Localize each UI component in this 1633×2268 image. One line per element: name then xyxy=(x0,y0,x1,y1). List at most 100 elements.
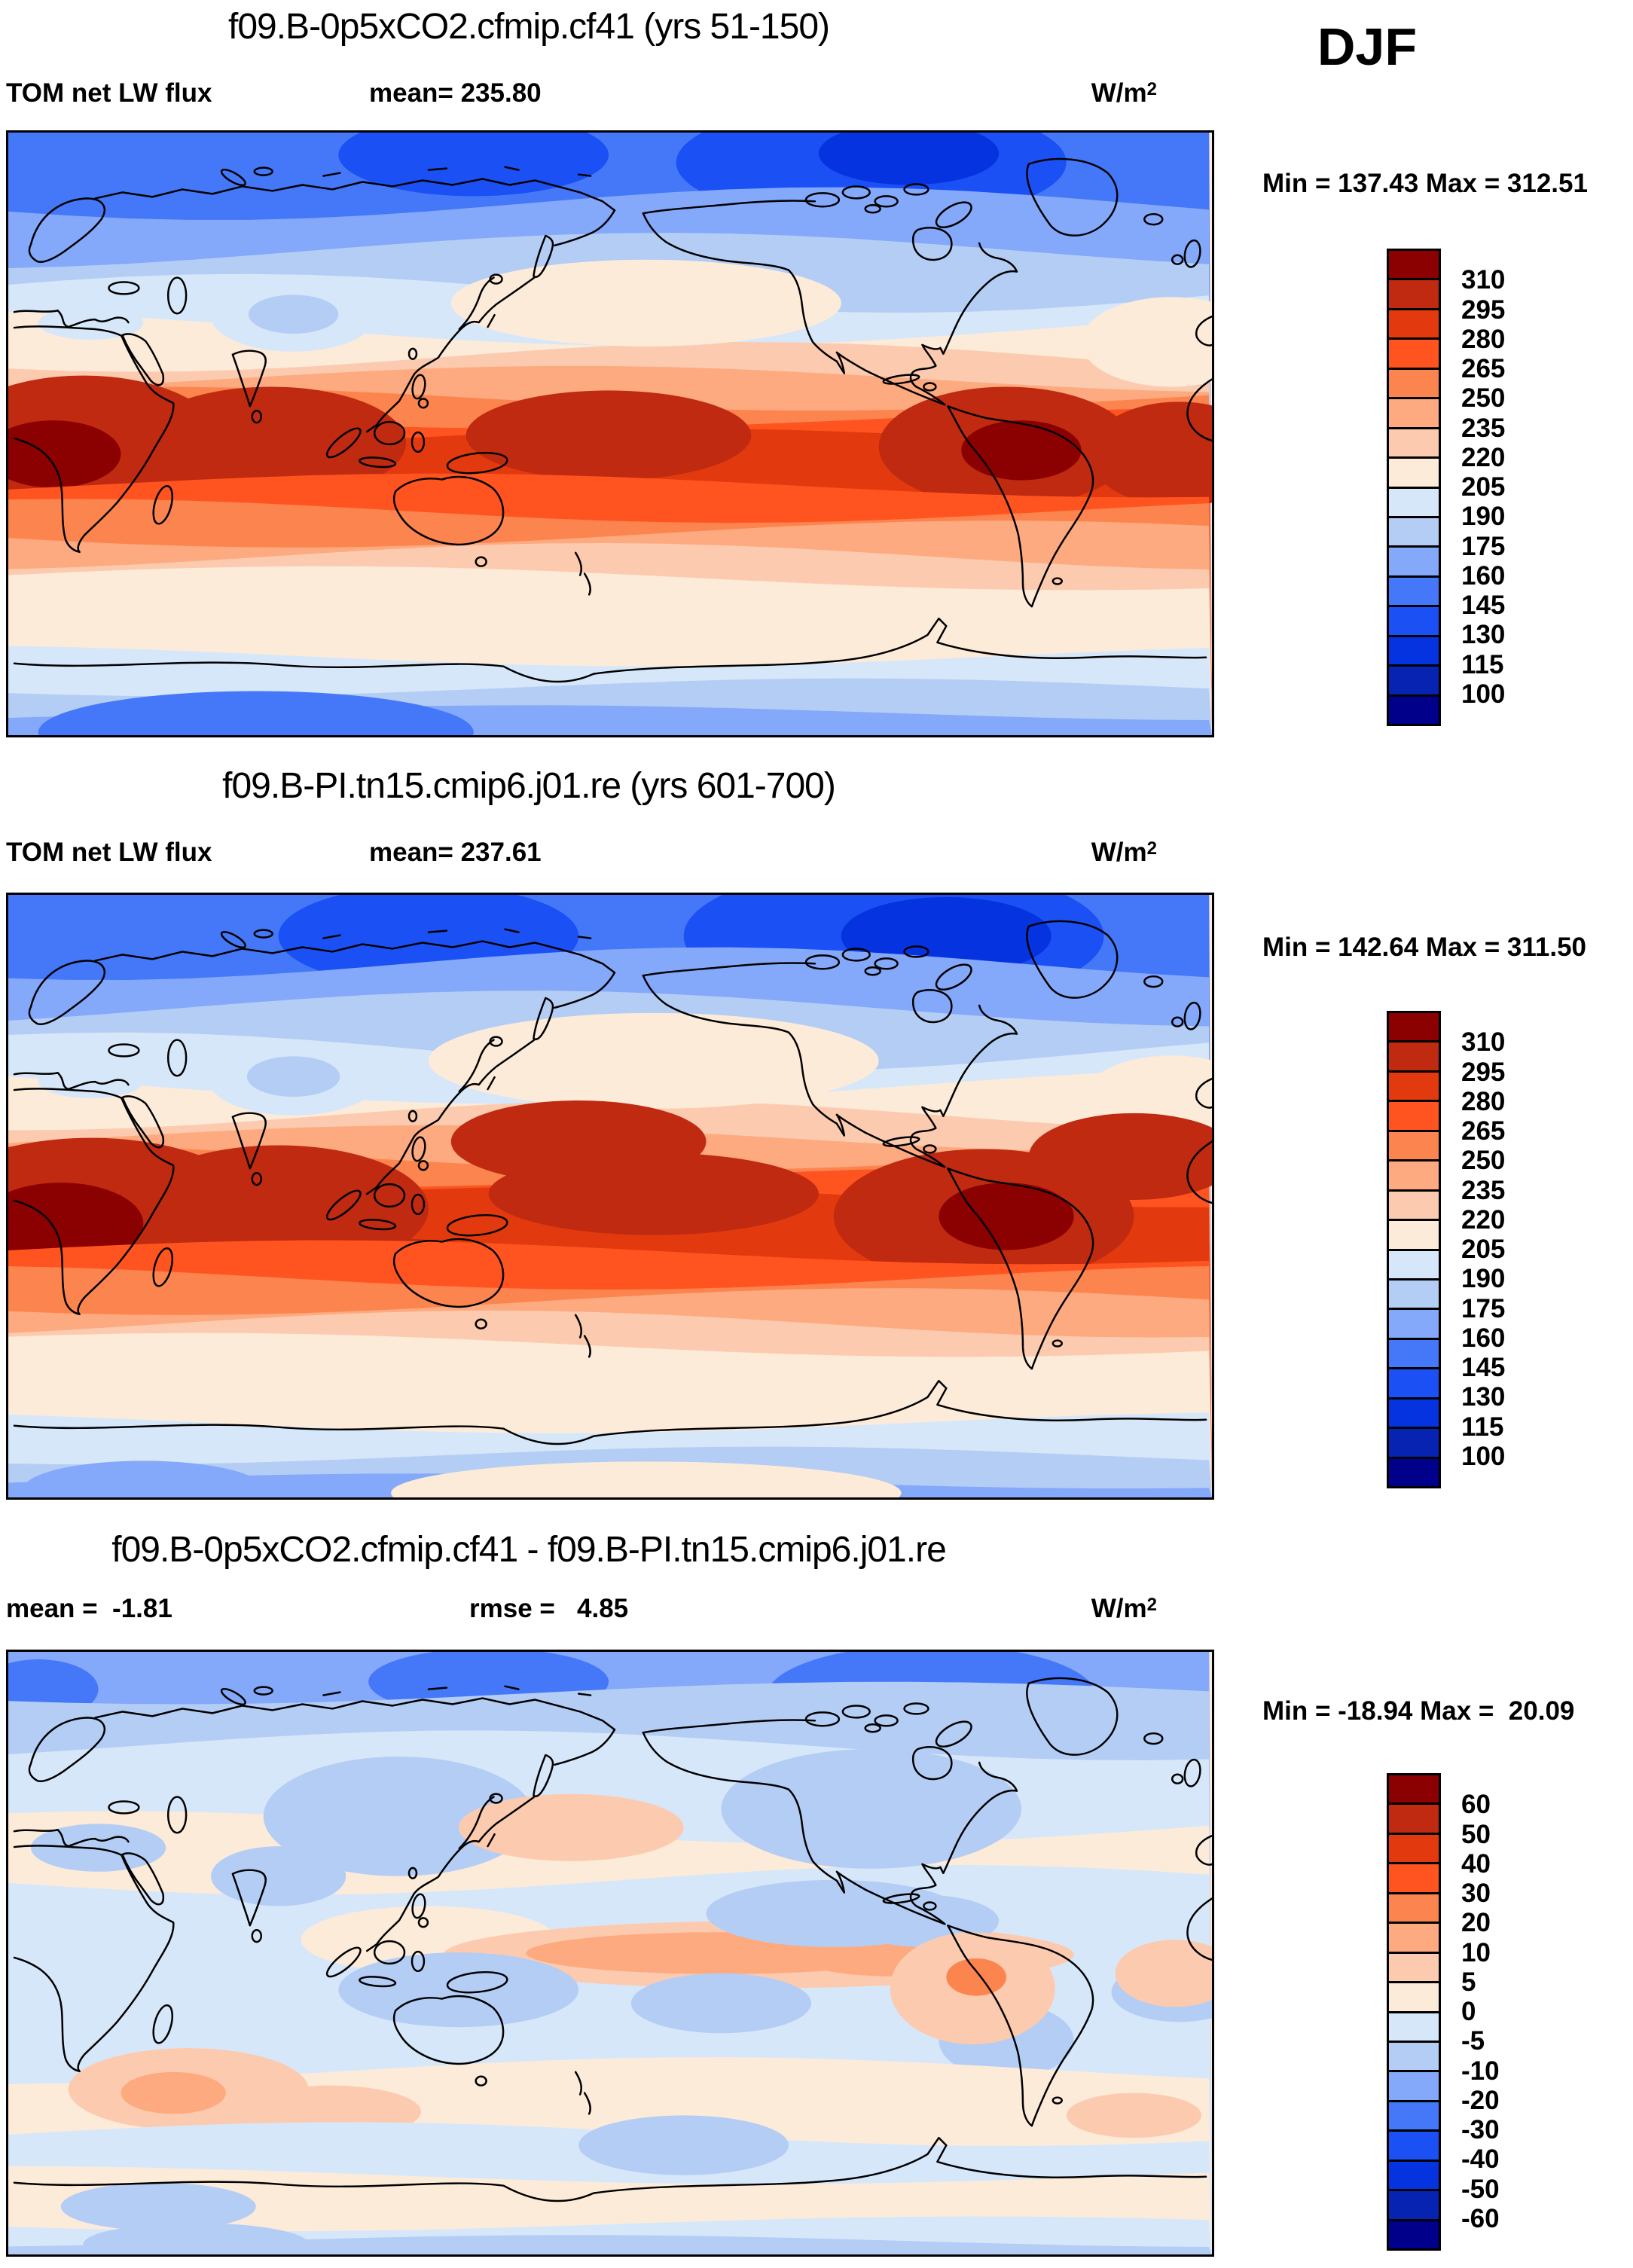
colorbar-tick-label: 130 xyxy=(1461,620,1506,650)
colorbar-tick-label: 235 xyxy=(1461,413,1506,443)
colorbar-cell xyxy=(1389,337,1439,368)
panel1-units-label: W/m2 xyxy=(1091,78,1157,108)
colorbar-cell xyxy=(1389,486,1439,516)
colorbar-tick-label: 115 xyxy=(1461,1412,1504,1442)
colorbar-tick-label: 100 xyxy=(1461,1441,1506,1471)
colorbar-tick-label: 10 xyxy=(1461,1937,1491,1967)
colorbar-cell xyxy=(1389,515,1439,546)
colorbar-cell xyxy=(1389,1802,1439,1833)
panel1-mean-label: mean= 235.80 xyxy=(369,78,542,108)
colorbar-cell xyxy=(1389,1159,1439,1189)
colorbar-tick-label: 295 xyxy=(1461,295,1506,325)
colorbar-tick-label: 265 xyxy=(1461,1116,1506,1146)
colorbar-tick-label: -50 xyxy=(1461,2174,1500,2204)
panel2-stats-row: TOM net LW flux mean= 237.61 W/m2 xyxy=(6,838,1214,874)
colorbar-tick-label: -40 xyxy=(1461,2144,1500,2175)
colorbar-tick-label: 190 xyxy=(1461,502,1506,532)
colorbar-tick-label: 145 xyxy=(1461,591,1506,620)
colorbar-panel-2 xyxy=(1387,1011,1441,1488)
colorbar-cell xyxy=(1389,1862,1439,1892)
colorbar-cell xyxy=(1389,2218,1439,2248)
colorbar-cell xyxy=(1389,1775,1439,1803)
colorbar-cell xyxy=(1389,397,1439,427)
colorbar-cell xyxy=(1389,2189,1439,2219)
colorbar-cell xyxy=(1389,664,1439,694)
colorbar-tick-label: 235 xyxy=(1461,1175,1506,1205)
colorbar-cell xyxy=(1389,634,1439,665)
colorbar-cell xyxy=(1389,2010,1439,2041)
colorbar-tick-label: 30 xyxy=(1461,1879,1491,1908)
colorbar-cell xyxy=(1389,1397,1439,1427)
colorbar-tick-label: 0 xyxy=(1461,1997,1476,2026)
panel2-minmax: Min = 142.64 Max = 311.50 xyxy=(1262,933,1587,962)
panel3-mean-label: mean = -1.81 xyxy=(6,1594,172,1623)
season-label: DJF xyxy=(1317,17,1418,76)
colorbar-cell xyxy=(1389,2070,1439,2100)
panel1-minmax: Min = 137.43 Max = 312.51 xyxy=(1262,169,1588,198)
colorbar-cell xyxy=(1389,1951,1439,1982)
colorbar-tick-label: 280 xyxy=(1461,324,1506,354)
colorbar-cell xyxy=(1389,1100,1439,1130)
colorbar-tick-label: 205 xyxy=(1461,472,1506,502)
colorbar-cell xyxy=(1389,1189,1439,1219)
colorbar-tick-label: 175 xyxy=(1461,1293,1506,1323)
colorbar-cell xyxy=(1389,1308,1439,1338)
panel1-variable-label: TOM net LW flux xyxy=(6,78,212,108)
coastlines xyxy=(13,157,1212,683)
panel2-units-label: W/m2 xyxy=(1091,838,1157,867)
colorbar-cell xyxy=(1389,694,1439,724)
colorbar-cell xyxy=(1389,605,1439,635)
colorbar-tick-label: -20 xyxy=(1461,2085,1500,2115)
colorbar-cell xyxy=(1389,367,1439,398)
colorbar-tick-label: 310 xyxy=(1461,265,1506,295)
colorbar-cell xyxy=(1389,2129,1439,2160)
colorbar-tick-label: 160 xyxy=(1461,1323,1506,1353)
panel3-title: f09.B-0p5xCO2.cfmip.cf41 - f09.B-PI.tn15… xyxy=(111,1530,947,1570)
colorbar-tick-label: 130 xyxy=(1461,1382,1506,1412)
panel3-rmse-label: rmse = 4.85 xyxy=(469,1594,629,1623)
colorbar-tick-label: 250 xyxy=(1461,1146,1506,1176)
colorbar-tick-label: 60 xyxy=(1461,1790,1491,1820)
colorbar-cell xyxy=(1389,1277,1439,1308)
colorbar-tick-label: 100 xyxy=(1461,679,1506,709)
panel2-title: f09.B-PI.tn15.cmip6.j01.re (yrs 601-700) xyxy=(222,766,836,806)
colorbar-labels-panel-3: 60 50 40 30 20 10 5 0 -5 -10 -20 -30 -40 -50 -60 xyxy=(1461,1773,1567,2251)
colorbar-cell xyxy=(1389,1129,1439,1160)
panel1-stats-row: TOM net LW flux mean= 235.80 W/m2 xyxy=(6,78,1214,114)
colorbar-tick-label: 205 xyxy=(1461,1235,1506,1264)
contour-field xyxy=(8,895,1212,1497)
colorbar-panel-3 xyxy=(1387,1773,1441,2251)
panel1-title: f09.B-0p5xCO2.cfmip.cf41 (yrs 51-150) xyxy=(227,7,830,47)
colorbar-labels-panel-1: 310 295 280 265 250 235 220 205 190 175 160 145 130 1… xyxy=(1461,249,1567,726)
colorbar-cell xyxy=(1389,2040,1439,2071)
panel3-units-label: W/m2 xyxy=(1091,1594,1157,1623)
colorbar-tick-label: 160 xyxy=(1461,560,1506,591)
colorbar-tick-label: -5 xyxy=(1461,2026,1485,2056)
colorbar-cell xyxy=(1389,2159,1439,2190)
colorbar-cell xyxy=(1389,1922,1439,1952)
colorbar-cell xyxy=(1389,545,1439,575)
colorbar-cell xyxy=(1389,307,1439,338)
colorbar-tick-label: 220 xyxy=(1461,1204,1506,1235)
colorbar-tick-label: 265 xyxy=(1461,354,1506,383)
colorbar-cell xyxy=(1389,278,1439,308)
colorbar-cell xyxy=(1389,1040,1439,1070)
colorbar-labels-panel-2: 310 295 280 265 250 235 220 205 190 175 160 145 130 1… xyxy=(1461,1011,1567,1488)
panel2-mean-label: mean= 237.61 xyxy=(369,838,542,867)
panel3-stats-row: mean = -1.81 rmse = 4.85 W/m2 xyxy=(6,1594,1214,1630)
colorbar-tick-label: 115 xyxy=(1461,649,1504,679)
contour-field xyxy=(8,1652,1212,2254)
colorbar-tick-label: 295 xyxy=(1461,1057,1506,1087)
panel3-minmax: Min = -18.94 Max = 20.09 xyxy=(1262,1696,1575,1726)
panel2-variable-label: TOM net LW flux xyxy=(6,838,212,867)
colorbar-tick-label: 20 xyxy=(1461,1908,1491,1938)
colorbar-cell xyxy=(1389,1427,1439,1457)
colorbar-cell xyxy=(1389,456,1439,487)
colorbar-cell xyxy=(1389,1832,1439,1863)
colorbar-cell xyxy=(1389,575,1439,606)
colorbar-panel-1 xyxy=(1387,249,1441,726)
colorbar-cell xyxy=(1389,1219,1439,1249)
colorbar-tick-label: 50 xyxy=(1461,1819,1491,1849)
colorbar-tick-label: 175 xyxy=(1461,531,1506,561)
colorbar-cell xyxy=(1389,1337,1439,1368)
